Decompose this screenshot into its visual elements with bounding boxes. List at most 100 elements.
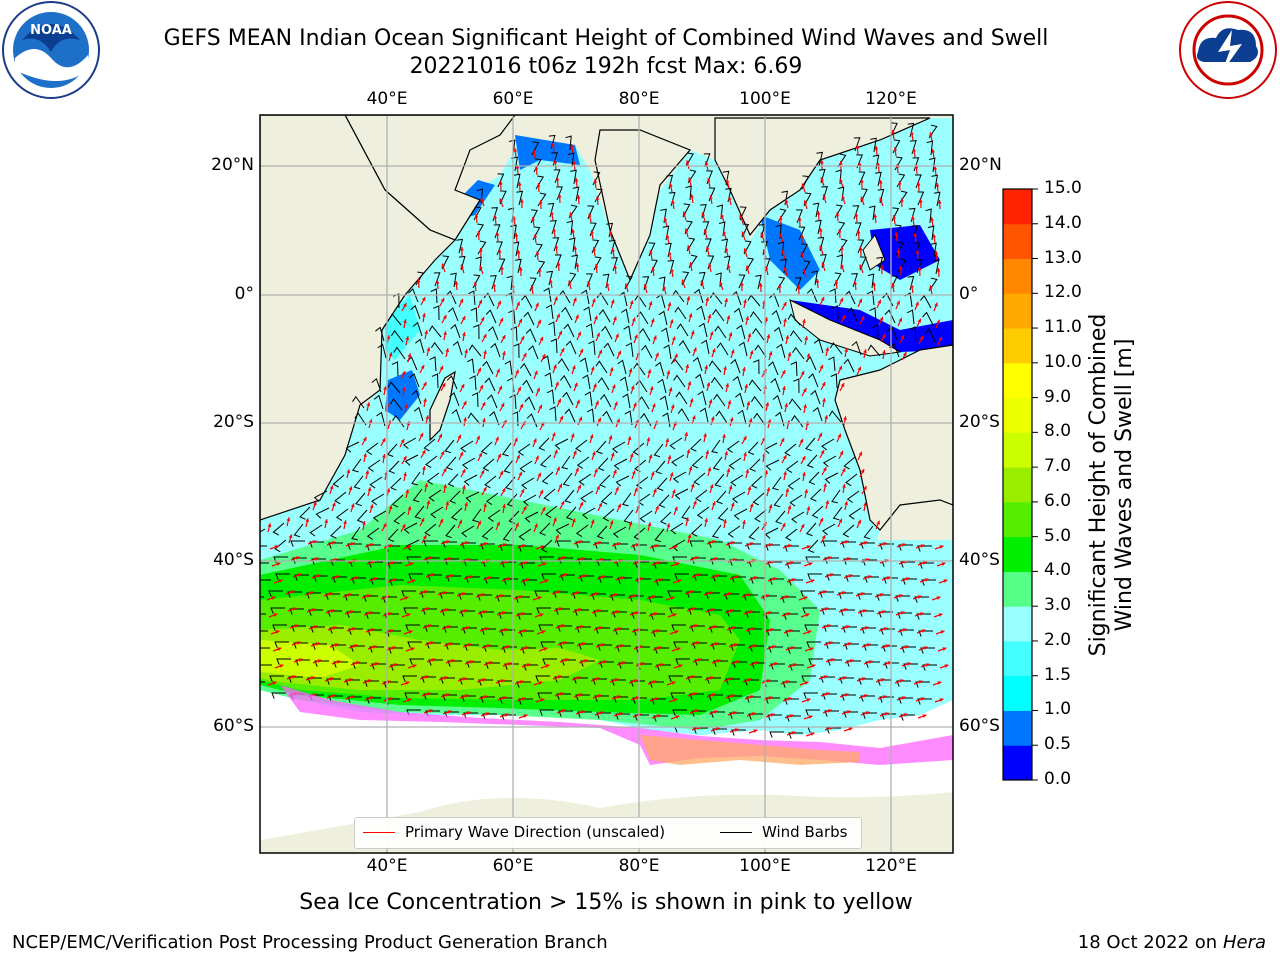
wave-arrow-head xyxy=(780,438,785,442)
colorbar-segment xyxy=(1003,362,1032,399)
wave-arrow-head xyxy=(366,402,371,407)
wave-arrow-head xyxy=(781,250,786,255)
wind-barb xyxy=(388,460,400,474)
wave-arrow-head xyxy=(614,678,619,682)
wind-barb xyxy=(522,579,537,586)
wind-barb xyxy=(713,660,728,667)
wave-arrow-head xyxy=(933,166,938,170)
wave-arrow-head xyxy=(515,522,519,527)
wind-barb xyxy=(511,411,519,427)
wave-arrow-head xyxy=(740,282,744,286)
wind-barb xyxy=(544,372,553,388)
wave-arrow-head xyxy=(838,518,843,523)
wave-arrow-head xyxy=(826,624,831,628)
wave-arrow-head xyxy=(801,456,806,461)
wave-arrow-head xyxy=(932,234,937,238)
wave-arrow-head xyxy=(651,267,655,271)
wave-arrow-head xyxy=(502,696,507,700)
wind-barb xyxy=(460,440,474,453)
wind-barb xyxy=(567,152,575,168)
wave-arrow-head xyxy=(821,262,826,267)
wind-barb xyxy=(832,506,843,521)
wind-barb xyxy=(513,173,521,189)
wind-barb xyxy=(712,456,723,471)
wave-arrow-head xyxy=(885,644,890,648)
wind-barb xyxy=(691,557,706,564)
wave-arrow-head xyxy=(854,213,859,217)
wave-arrow-head xyxy=(742,367,746,371)
wave-arrow-head xyxy=(671,681,676,685)
wave-arrow-head xyxy=(570,144,574,148)
wave-arrow-head xyxy=(535,302,539,307)
wave-arrow-head xyxy=(535,251,540,255)
wind-barb xyxy=(749,311,763,324)
wave-arrow-head xyxy=(689,262,693,266)
wave-arrow-head xyxy=(710,416,715,421)
wave-arrow-head xyxy=(877,299,881,304)
wind-barb xyxy=(932,259,940,275)
wave-arrow-head xyxy=(657,646,662,650)
wind-barb xyxy=(377,343,387,359)
wave-arrow-head xyxy=(712,501,716,506)
wave-arrow-head xyxy=(709,331,714,336)
wave-arrow-head xyxy=(840,246,844,250)
wave-arrow-head xyxy=(516,301,520,306)
wave-arrow-head xyxy=(550,211,554,215)
wind-barb xyxy=(517,613,532,620)
wave-arrow-head xyxy=(917,595,922,599)
wind-barb xyxy=(543,488,556,502)
wind-barb xyxy=(462,457,476,470)
wave-arrow-head xyxy=(483,487,487,492)
wave-arrow-head xyxy=(589,434,594,439)
wind-barb xyxy=(499,697,514,704)
wind-barb xyxy=(498,258,506,273)
wave-arrow-head xyxy=(461,469,466,474)
wind-barb xyxy=(521,477,535,490)
wave-arrow-head xyxy=(407,506,412,511)
wind-barb xyxy=(789,664,804,671)
wave-arrow-head xyxy=(728,196,732,200)
wind-barb xyxy=(733,307,744,323)
wave-arrow-head xyxy=(674,630,679,634)
colorbar-tick-label: 5.0 xyxy=(1044,525,1072,546)
wind-barb xyxy=(479,611,494,618)
colorbar-tick-label: 12.0 xyxy=(1044,282,1082,303)
wave-arrow-head xyxy=(783,471,787,475)
wave-arrow-head xyxy=(423,590,428,594)
wave-arrow-head xyxy=(857,162,862,166)
wave-arrow-head xyxy=(686,449,691,454)
wave-arrow-head xyxy=(884,712,889,716)
wind-barb xyxy=(870,137,877,153)
wind-barb xyxy=(560,574,575,581)
wave-arrow-head xyxy=(844,693,849,697)
wind-barb xyxy=(565,506,577,521)
wind-barb xyxy=(805,437,816,452)
wind-barb xyxy=(404,692,419,699)
wave-arrow-head xyxy=(405,489,410,494)
wave-arrow-head xyxy=(476,435,480,440)
wave-arrow-head xyxy=(538,681,543,685)
wind-barb xyxy=(745,611,760,618)
wave-arrow-head xyxy=(624,283,629,288)
wave-arrow-head xyxy=(823,483,827,487)
wave-arrow-head xyxy=(576,399,580,404)
wave-arrow-head xyxy=(579,625,584,629)
wave-arrow-head xyxy=(669,319,674,324)
wind-barb xyxy=(917,698,932,705)
wind-barb xyxy=(423,438,436,452)
wind-barb xyxy=(693,472,706,486)
wind-barb xyxy=(732,661,747,668)
wind-barb xyxy=(650,613,665,620)
wave-arrow-head xyxy=(745,469,750,474)
wind-barb xyxy=(458,255,466,271)
wind-barb xyxy=(864,576,879,583)
wave-arrow-head xyxy=(540,698,545,702)
wind-barb xyxy=(639,510,653,523)
wave-arrow-head xyxy=(704,518,708,522)
wave-arrow-head xyxy=(824,415,828,419)
wind-barb xyxy=(426,642,441,649)
wind-barb xyxy=(787,647,802,654)
wave-arrow-head xyxy=(536,387,540,392)
wave-arrow-head xyxy=(578,416,583,421)
wind-barb xyxy=(326,678,341,685)
